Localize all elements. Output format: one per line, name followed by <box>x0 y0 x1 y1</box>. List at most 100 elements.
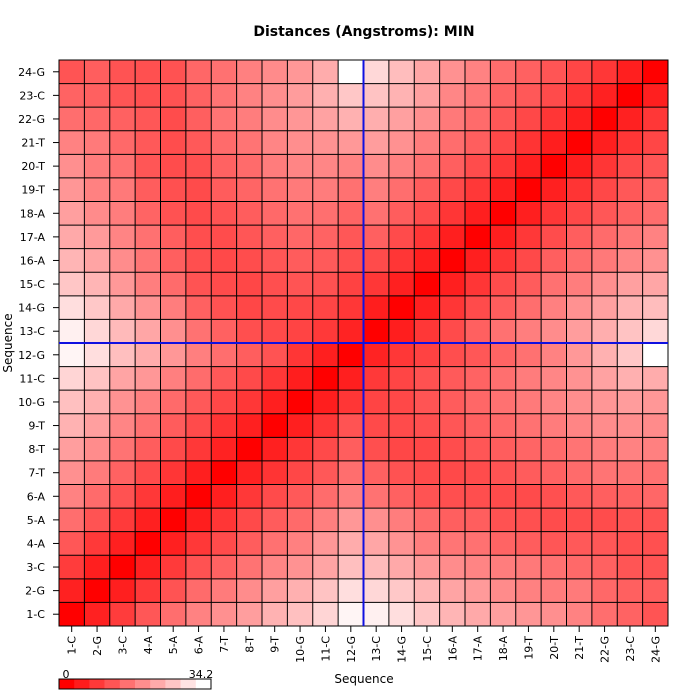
heatmap-cell <box>388 555 415 580</box>
heatmap-cell <box>642 390 669 415</box>
heatmap-cell <box>490 390 517 415</box>
heatmap-cell <box>287 460 314 485</box>
y-tick-label: 22-G <box>18 113 45 126</box>
heatmap-cell <box>515 460 542 485</box>
heatmap-cell <box>312 602 339 627</box>
heatmap-cell <box>109 366 136 391</box>
heatmap-cell <box>642 107 669 132</box>
heatmap-cell <box>439 130 466 155</box>
heatmap-cell <box>490 83 517 108</box>
heatmap-cell <box>465 366 491 391</box>
heatmap-cell <box>262 83 288 108</box>
heatmap-cell <box>490 555 517 580</box>
heatmap-cell <box>84 248 111 273</box>
heatmap-cell <box>591 295 618 320</box>
colorbar-min-label: 0 <box>63 668 70 681</box>
heatmap-cell <box>84 130 111 155</box>
heatmap-cell <box>236 248 263 273</box>
heatmap-cell <box>465 413 491 438</box>
heatmap-cell <box>185 154 212 179</box>
heatmap-cell <box>515 83 542 108</box>
heatmap-cell <box>160 272 187 297</box>
heatmap-cell <box>312 343 339 367</box>
heatmap-cell <box>617 437 643 462</box>
heatmap-cell <box>287 413 314 438</box>
heatmap-cell <box>465 225 491 249</box>
heatmap-cell <box>287 531 314 556</box>
heatmap-cell <box>439 272 466 297</box>
heatmap-cell <box>211 484 237 509</box>
heatmap-cell <box>541 248 567 273</box>
heatmap-cell <box>59 460 85 485</box>
heatmap-cell <box>287 83 314 108</box>
heatmap-cell <box>160 390 187 415</box>
heatmap-cell <box>236 177 263 202</box>
x-tick-label: 7-T <box>218 636 231 653</box>
y-tick-label: 4-A <box>27 537 46 550</box>
heatmap-cell <box>160 130 187 155</box>
heatmap-cell <box>541 130 567 155</box>
heatmap-cell <box>591 83 618 108</box>
heatmap-cell <box>312 319 339 344</box>
heatmap-cell <box>566 413 593 438</box>
heatmap-cell <box>388 343 415 367</box>
heatmap-cell <box>211 437 237 462</box>
heatmap-cell <box>490 60 517 84</box>
colorbar-swatch <box>180 679 197 689</box>
heatmap-cell <box>642 578 669 603</box>
heatmap-cell <box>338 343 364 367</box>
heatmap-cell <box>135 60 161 84</box>
colorbar-max-label: 34.2 <box>189 668 214 681</box>
heatmap-cell <box>236 107 263 132</box>
x-tick-label: 14-G <box>396 636 409 663</box>
heatmap-cell <box>591 366 618 391</box>
heatmap-cell <box>591 343 618 367</box>
heatmap-cell <box>465 272 491 297</box>
heatmap-cell <box>541 531 567 556</box>
heatmap-cell <box>287 602 314 627</box>
heatmap-cell <box>84 343 111 367</box>
heatmap-cell <box>541 366 567 391</box>
heatmap-cell <box>363 225 390 249</box>
heatmap-cell <box>236 154 263 179</box>
heatmap-cell <box>414 343 440 367</box>
heatmap-cell <box>59 177 85 202</box>
heatmap-cell <box>160 343 187 367</box>
heatmap-cell <box>185 319 212 344</box>
heatmap-cell <box>185 272 212 297</box>
heatmap-cell <box>236 130 263 155</box>
heatmap-cell <box>414 225 440 249</box>
heatmap-cell <box>388 390 415 415</box>
heatmap-cell <box>59 578 85 603</box>
heatmap-cell <box>490 484 517 509</box>
heatmap-cell <box>414 107 440 132</box>
x-axis-label: Sequence <box>334 672 393 686</box>
heatmap-cell <box>439 437 466 462</box>
heatmap-cell <box>490 366 517 391</box>
heatmap-cell <box>160 107 187 132</box>
heatmap-cell <box>642 225 669 249</box>
heatmap-cell <box>515 107 542 132</box>
heatmap-cell <box>642 602 669 627</box>
heatmap-cell <box>439 531 466 556</box>
heatmap-cell <box>439 343 466 367</box>
heatmap-cell <box>388 460 415 485</box>
heatmap-cell <box>211 154 237 179</box>
heatmap-cell <box>84 484 111 509</box>
heatmap-cell <box>287 295 314 320</box>
heatmap-cell <box>439 390 466 415</box>
heatmap-cell <box>490 508 517 532</box>
heatmap-cell <box>338 460 364 485</box>
heatmap-cell <box>515 437 542 462</box>
y-tick-labels: 1-C 2-G 3-C 4-A 5-A 6-A 7-T 8-T 9-T 10-G 11-C 12-G 1… <box>18 66 59 621</box>
colorbar-frame <box>58 678 212 690</box>
heatmap-cell <box>109 295 136 320</box>
heatmap-cell <box>135 508 161 532</box>
heatmap-cell <box>160 154 187 179</box>
heatmap-cell <box>160 602 187 627</box>
heatmap-cell <box>59 602 85 627</box>
heatmap-cell <box>363 531 390 556</box>
heatmap-cell <box>439 177 466 202</box>
heatmap-cell <box>642 83 669 108</box>
heatmap-cell <box>211 201 237 226</box>
